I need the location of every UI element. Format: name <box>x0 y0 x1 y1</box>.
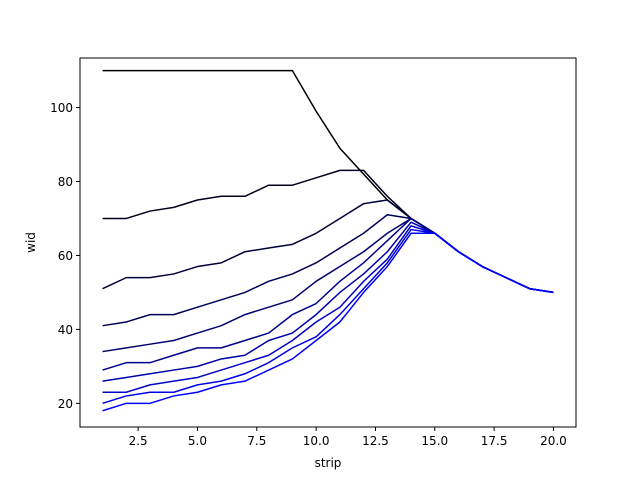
x-tick-label: 5.0 <box>188 434 207 448</box>
plot-frame <box>79 57 577 428</box>
x-axis-label: strip <box>315 456 342 470</box>
y-tick-label: 100 <box>50 101 73 115</box>
y-tick-label: 20 <box>58 397 73 411</box>
y-axis-label: wid <box>24 232 38 253</box>
y-tick-label: 40 <box>58 323 73 337</box>
y-tick-label: 80 <box>58 175 73 189</box>
y-axis: 20 40 60 80 100 <box>50 101 80 411</box>
series-line-10 <box>102 232 554 412</box>
x-tick-label: 12.5 <box>362 434 389 448</box>
x-tick-label: 15.0 <box>421 434 448 448</box>
x-tick-label: 2.5 <box>129 434 148 448</box>
x-axis: 2.5 5.0 7.5 10.0 12.5 15.0 17.5 20.0 <box>129 427 567 448</box>
y-tick-label: 60 <box>58 249 73 263</box>
x-tick-label: 20.0 <box>540 434 567 448</box>
x-tick-label: 17.5 <box>481 434 508 448</box>
x-tick-label: 7.5 <box>247 434 266 448</box>
series-layer <box>102 69 554 412</box>
x-tick-label: 10.0 <box>303 434 330 448</box>
